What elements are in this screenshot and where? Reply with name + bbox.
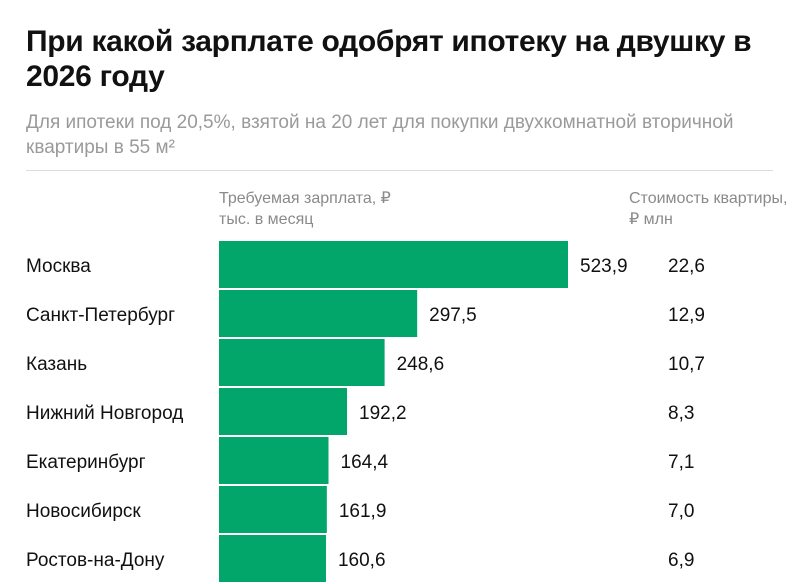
divider (26, 170, 773, 171)
page-title: При какой зарплате одобрят ипотеку на дв… (26, 25, 752, 93)
value-label: 192,2 (359, 403, 407, 424)
price-label: 8,3 (668, 403, 694, 424)
price-label: 10,7 (668, 354, 705, 375)
salary-column-header: Требуемая зарплата, ₽ тыс. в месяц (219, 190, 391, 228)
bar (219, 339, 385, 386)
value-label: 297,5 (429, 305, 477, 326)
bar (219, 388, 348, 435)
category-label: Москва (26, 256, 91, 277)
price-label: 7,1 (668, 452, 694, 473)
bar (219, 290, 418, 337)
price-label: 7,0 (668, 501, 694, 522)
category-label: Ростов-на-Дону (26, 550, 165, 571)
bar (219, 241, 568, 288)
price-label: 22,6 (668, 256, 705, 277)
category-label: Новосибирск (26, 501, 141, 522)
category-label: Санкт-Петербург (26, 305, 175, 326)
value-label: 161,9 (339, 501, 387, 522)
category-label: Екатеринбург (26, 452, 146, 473)
value-label: 160,6 (338, 550, 386, 571)
bar (219, 486, 327, 533)
bar (219, 437, 329, 484)
value-label: 523,9 (580, 256, 628, 277)
category-label: Казань (26, 354, 87, 375)
category-label: Нижний Новгород (26, 403, 183, 424)
page-subtitle: Для ипотеки под 20,5%, взятой на 20 лет … (26, 112, 734, 158)
price-column-header: Стоимость квартиры, ₽ млн (629, 190, 788, 228)
price-label: 12,9 (668, 305, 705, 326)
bar (219, 535, 326, 582)
value-label: 164,4 (341, 452, 389, 473)
value-label: 248,6 (397, 354, 445, 375)
price-label: 6,9 (668, 550, 694, 571)
